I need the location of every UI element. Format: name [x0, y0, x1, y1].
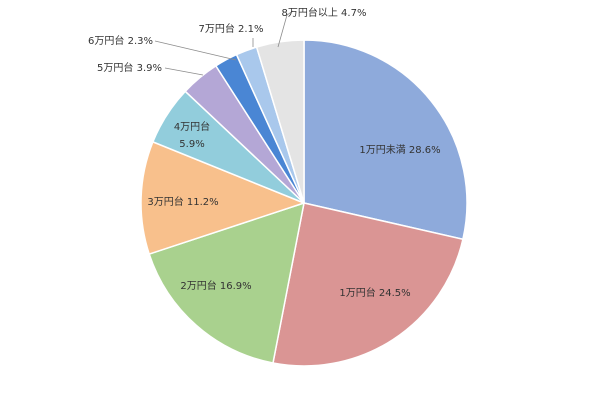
data-label-5: 4万円台 5.9%: [174, 120, 210, 150]
slice-group: [140, 39, 468, 367]
data-label-9: 8万円台以上 4.7%: [282, 6, 367, 19]
pie-slice-9: [255, 39, 305, 204]
leader-line-9: [277, 10, 294, 48]
pie-slice-1: [303, 39, 468, 241]
data-label-7: 6万円台 2.3%: [88, 34, 153, 47]
data-label-8: 7万円台 2.1%: [199, 22, 264, 35]
data-label-1: 1万円未満 28.6%: [359, 144, 440, 156]
label-group: 1万円未満 28.6% 1万円台 24.5% 2万円台 16.9% 3万円台 11.2…: [88, 6, 441, 299]
leader-line-group: [154, 10, 294, 76]
pie-slice-2: [272, 202, 464, 367]
data-label-3: 2万円台 16.9%: [180, 279, 251, 292]
pie-slice-4: [140, 140, 307, 255]
data-label-6: 5万円台 3.9%: [97, 61, 162, 74]
data-label-2: 1万円台 24.5%: [339, 286, 410, 299]
leader-line-6: [164, 67, 204, 76]
leader-line-7: [154, 40, 237, 61]
data-label-4: 3万円台 11.2%: [147, 195, 218, 208]
pie-slice-3: [148, 201, 305, 364]
